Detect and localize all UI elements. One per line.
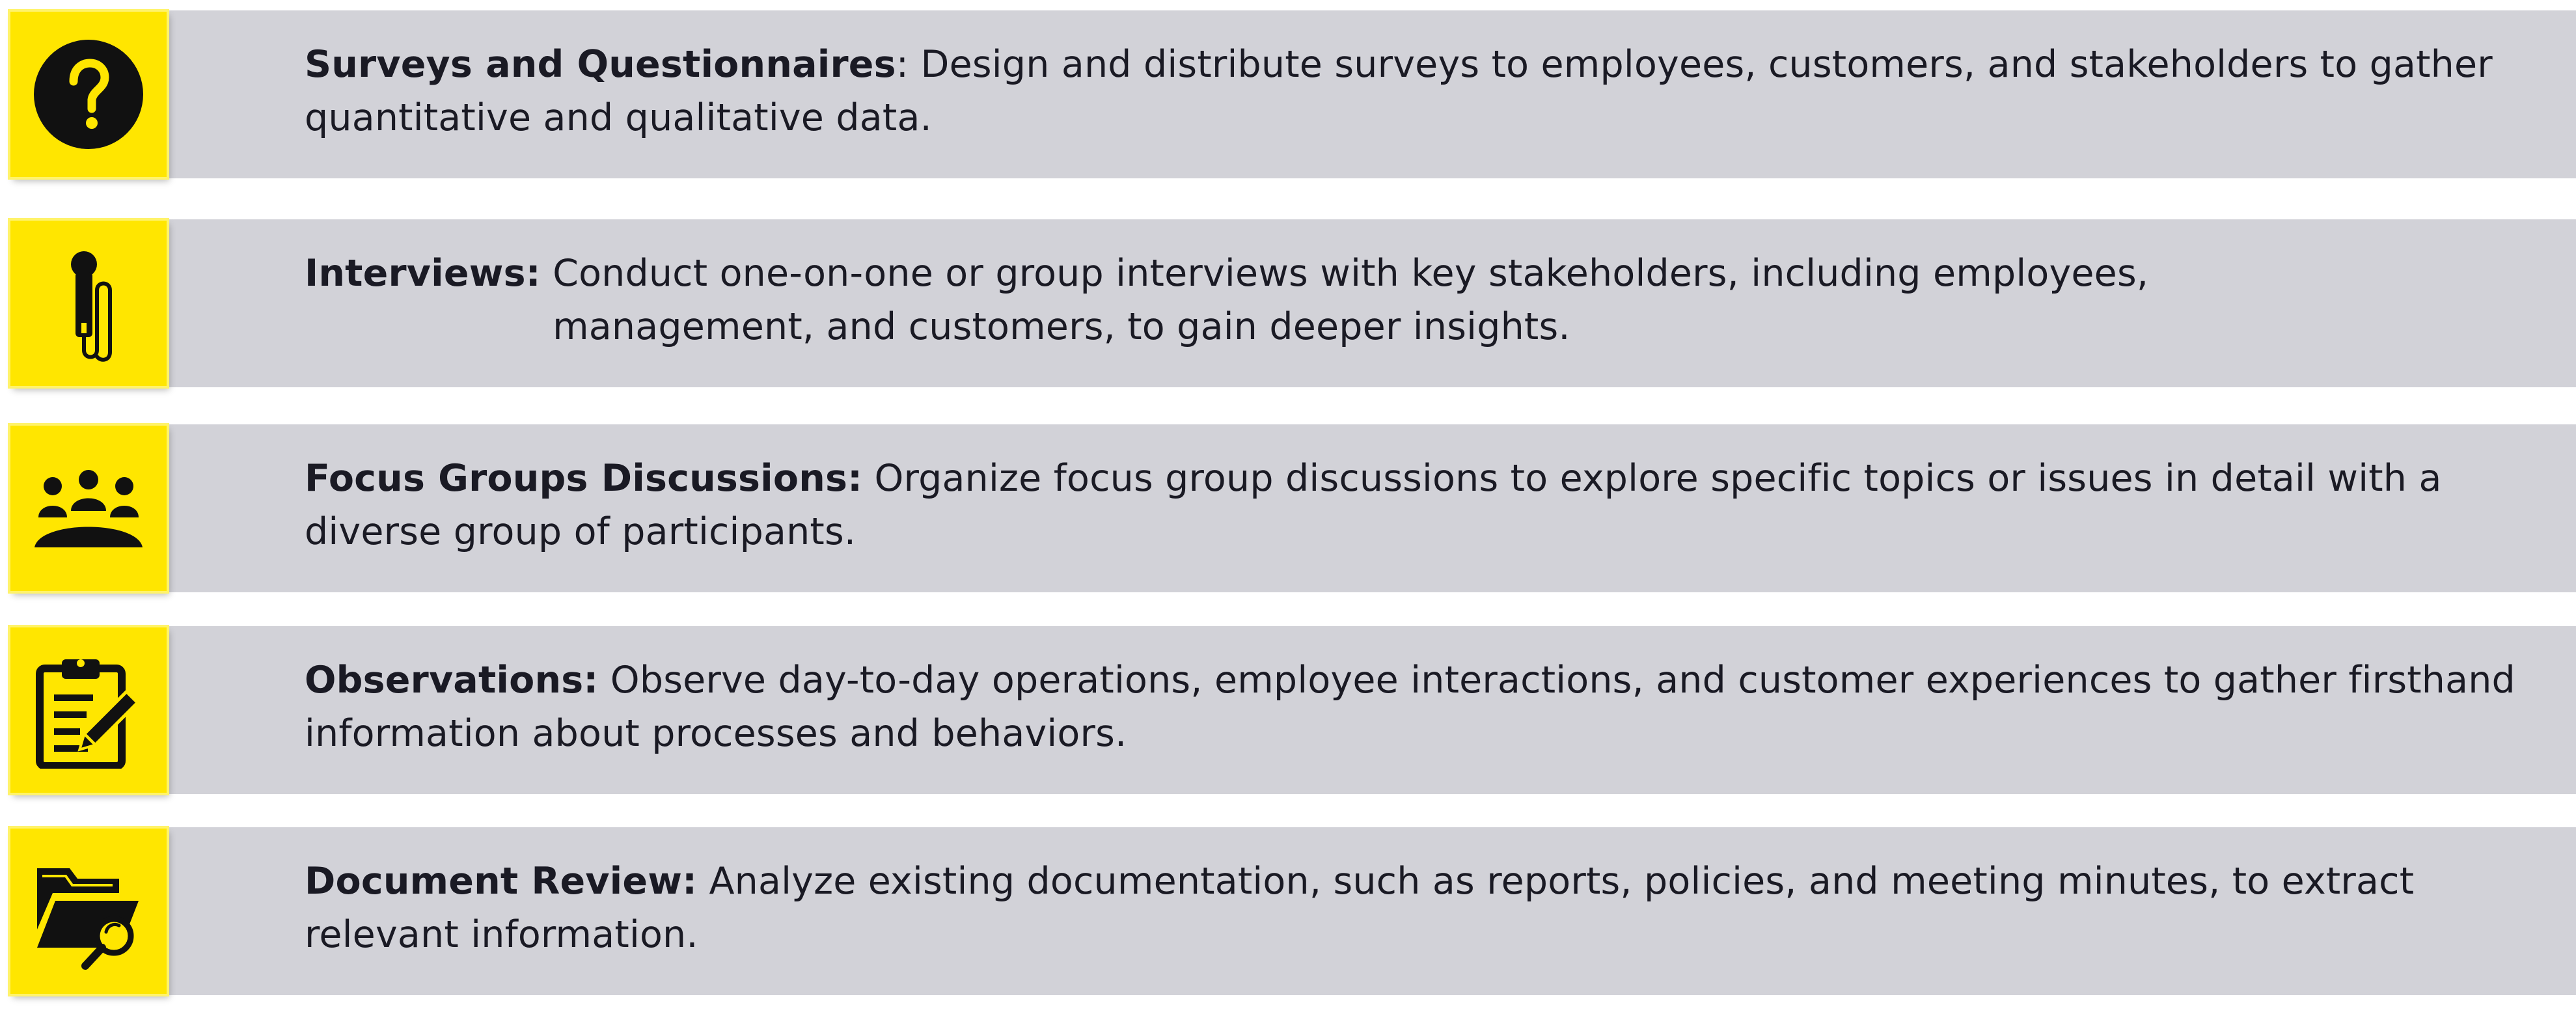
icon-tile bbox=[10, 12, 167, 177]
item-text: Focus Groups Discussions: Organize focus… bbox=[305, 452, 2556, 558]
item-separator: : bbox=[896, 43, 921, 86]
microphone-icon bbox=[71, 251, 112, 362]
list-item-interviews: Interviews: Conduct one-on-one or group … bbox=[0, 219, 2576, 387]
icon-tile bbox=[10, 426, 167, 591]
item-title: Focus Groups Discussions: bbox=[305, 457, 863, 500]
item-separator bbox=[598, 659, 610, 702]
item-title: Interviews: bbox=[305, 252, 541, 295]
item-band bbox=[165, 219, 2576, 387]
item-band bbox=[165, 626, 2576, 794]
group-meeting-icon bbox=[34, 470, 143, 547]
list-item-surveys: Surveys and Questionnaires: Design and d… bbox=[0, 10, 2576, 178]
item-text: Observations: Observe day-to-day operati… bbox=[305, 653, 2556, 760]
item-description: Organize focus group discussions to expl… bbox=[305, 457, 2442, 553]
list-item-focus-groups: Focus Groups Discussions: Organize focus… bbox=[0, 424, 2576, 592]
item-description: Conduct one-on-one or group interviews w… bbox=[553, 252, 2149, 348]
item-title: Surveys and Questionnaires bbox=[305, 43, 896, 86]
folder-search-icon bbox=[37, 868, 139, 970]
item-text: Document Review: Analyze existing docume… bbox=[305, 855, 2556, 961]
list-item-observations: Observations: Observe day-to-day operati… bbox=[0, 626, 2576, 794]
icon-tile bbox=[10, 627, 167, 793]
item-band bbox=[165, 424, 2576, 592]
item-text: Surveys and Questionnaires: Design and d… bbox=[305, 38, 2556, 144]
item-description: Observe day-to-day operations, employee … bbox=[305, 659, 2515, 755]
question-circle-icon bbox=[34, 40, 143, 149]
item-title: Observations: bbox=[305, 659, 599, 702]
icon-tile bbox=[10, 829, 167, 994]
item-band bbox=[165, 10, 2576, 178]
item-band bbox=[165, 827, 2576, 995]
item-separator bbox=[697, 860, 709, 903]
item-separator bbox=[862, 457, 874, 500]
item-title: Document Review: bbox=[305, 860, 698, 903]
clipboard-pencil-icon bbox=[36, 659, 140, 769]
item-description: Analyze existing documentation, such as … bbox=[305, 860, 2415, 956]
icon-tile bbox=[10, 221, 167, 386]
item-description: Design and distribute surveys to employe… bbox=[305, 43, 2493, 139]
item-separator bbox=[541, 252, 553, 295]
item-text: Interviews: Conduct one-on-one or group … bbox=[305, 247, 2556, 353]
list-item-document-review: Document Review: Analyze existing docume… bbox=[0, 827, 2576, 995]
